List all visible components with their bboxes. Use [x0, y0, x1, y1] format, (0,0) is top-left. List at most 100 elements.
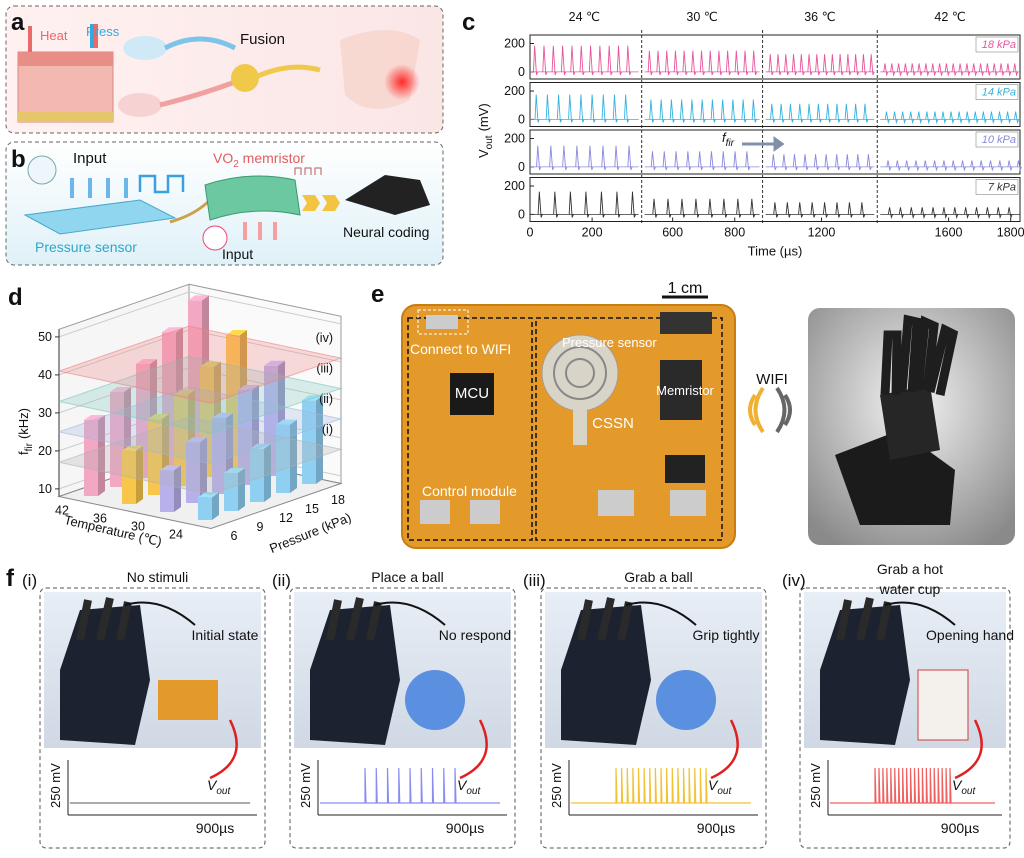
legend-entry: 7 kPa	[988, 182, 1016, 194]
spike	[917, 111, 923, 125]
scale-time: 900µs	[196, 820, 234, 836]
z-tick-label: 30	[38, 406, 52, 420]
bar-side	[98, 415, 105, 496]
spike	[898, 207, 904, 220]
spike	[932, 160, 939, 172]
spike	[656, 50, 662, 76]
spike	[815, 54, 821, 76]
spike	[860, 202, 866, 218]
dip-switch	[660, 312, 712, 334]
spike	[933, 111, 939, 125]
vout-label-sub: out	[216, 786, 231, 797]
spike	[810, 202, 816, 218]
y-axis-title-sub: out	[484, 135, 495, 149]
y-axis-title-unit: (mV)	[476, 103, 491, 131]
red-arrow	[209, 719, 238, 780]
y-tick-label: 0	[518, 207, 525, 221]
spike	[910, 63, 916, 77]
legend-entry: 18 kPa	[982, 39, 1016, 51]
spike	[866, 154, 872, 171]
action-label: Opening hand	[926, 627, 1014, 643]
skin-layer	[18, 52, 113, 66]
spike	[590, 94, 596, 123]
spike	[560, 45, 567, 76]
ball	[656, 670, 716, 730]
panel-d: d1020304050(i)(ii)(iii)(iv)2430364269121…	[8, 283, 353, 556]
bar-front	[198, 497, 212, 520]
spike	[1007, 160, 1013, 172]
spike	[598, 45, 604, 76]
subpanel-title: Grab a hot	[877, 561, 943, 577]
z-tick-label: 50	[38, 330, 52, 344]
robot-hand	[345, 175, 430, 215]
spike	[853, 54, 860, 76]
ball	[405, 670, 465, 730]
plane-label: (iv)	[316, 331, 333, 345]
bar-top	[186, 437, 207, 443]
spike	[533, 45, 539, 76]
spike	[710, 99, 716, 123]
spike	[920, 207, 926, 220]
fused-neuron	[231, 64, 259, 92]
spike	[942, 207, 948, 220]
spike	[542, 45, 548, 76]
z-axis-title: ffir (kHz)	[16, 408, 35, 455]
panel-c: c 24 ℃ 30 ℃ 36 ℃ 42 ℃ 0 200 18 kPa 0 200 14 kPa 0 20…	[462, 9, 1024, 259]
spike	[813, 154, 819, 171]
thermo-icon	[202, 225, 228, 251]
bar-top	[174, 389, 195, 395]
bar-top	[160, 465, 181, 471]
bar-top	[148, 414, 169, 419]
subpanel-label: (iv)	[782, 571, 806, 590]
axon	[159, 79, 236, 108]
annotation-sub: fir	[726, 138, 735, 149]
spike	[575, 145, 581, 171]
usb	[598, 490, 634, 516]
spike	[649, 99, 655, 123]
trace	[830, 767, 995, 804]
cup	[917, 669, 969, 741]
legend-entry: 10 kPa	[982, 134, 1016, 146]
spike	[970, 160, 976, 172]
x-tick-label: 1600	[935, 226, 963, 240]
spike	[588, 145, 594, 171]
spike	[673, 50, 679, 76]
spike	[776, 54, 782, 76]
arrow	[884, 601, 956, 626]
spike	[536, 145, 542, 171]
legend-box	[975, 179, 1019, 195]
trace	[320, 767, 500, 804]
spike	[822, 54, 828, 76]
bar-front	[238, 390, 252, 485]
bar-top	[162, 327, 183, 333]
axon	[163, 36, 237, 51]
spike	[743, 50, 749, 76]
robot-base	[835, 430, 955, 525]
spike	[682, 50, 688, 76]
action-label: No respond	[439, 627, 511, 643]
red-arrow	[710, 719, 739, 780]
spike	[863, 103, 869, 123]
pcb	[401, 304, 736, 549]
bar-top	[212, 413, 233, 418]
spike	[736, 198, 742, 218]
scale-label: 1 cm	[668, 280, 703, 297]
heat-label: Heat	[40, 28, 68, 43]
spike	[612, 94, 618, 123]
subpanel-label: (ii)	[272, 571, 291, 590]
spike	[917, 63, 923, 77]
red-arrow	[459, 719, 488, 780]
spike	[680, 198, 686, 218]
spike	[942, 160, 948, 172]
sensor-label: Pressure sensor	[562, 335, 657, 350]
bar-top	[264, 360, 285, 366]
bar-front	[148, 419, 162, 495]
arrow	[374, 601, 446, 626]
scale-time: 900µs	[697, 820, 735, 836]
spike	[1005, 111, 1011, 125]
bar-front	[276, 424, 290, 493]
segment-label: 36 ℃	[804, 10, 835, 24]
vout-label: Vout	[708, 777, 732, 797]
bar-front	[160, 470, 174, 512]
